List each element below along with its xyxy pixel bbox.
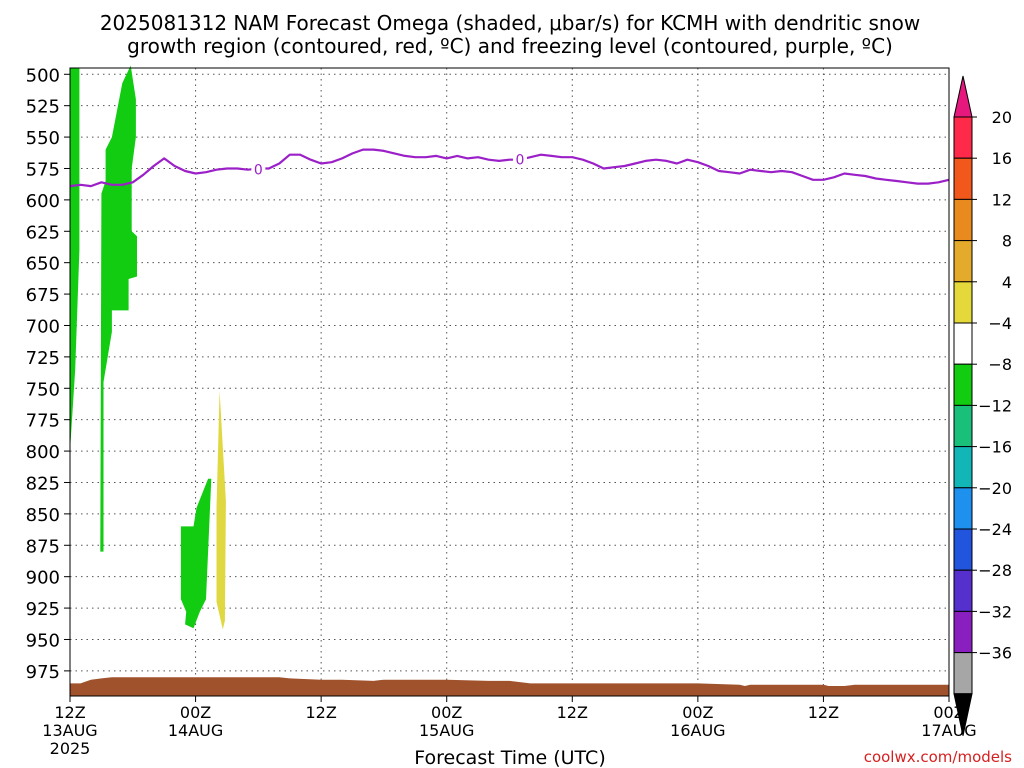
y-tick-label: 950 xyxy=(26,630,60,651)
colorbar-swatch xyxy=(953,528,973,571)
colorbar: 20 16 12 8 4 −4 −8 −12 −16 −20 −24 −28 −32 −36 xyxy=(953,75,1012,736)
omega-region-4 xyxy=(216,390,226,630)
y-axis: 500 525 550 575 600 625 650 675 700 725 750 775 800 8… xyxy=(26,65,70,683)
x-tick-label: 00Z xyxy=(180,703,211,722)
freezing-level-layer: 00 xyxy=(69,148,950,188)
colorbar-swatch xyxy=(953,446,973,489)
colorbar-label: −4 xyxy=(988,314,1012,333)
colorbar-swatch xyxy=(953,569,973,612)
y-tick-label: 575 xyxy=(26,159,60,180)
omega-region-3 xyxy=(180,478,212,629)
omega-region-1 xyxy=(70,68,80,452)
colorbar-label: −12 xyxy=(978,396,1012,415)
colorbar-label: −20 xyxy=(978,479,1012,498)
terrain-fill xyxy=(70,677,949,696)
x-tick-date-label: 14AUG xyxy=(168,721,223,740)
chart-title-line2: growth region (contoured, red, ºC) and f… xyxy=(127,34,893,58)
x-tick-label: 12Z xyxy=(808,703,839,722)
colorbar-label: −24 xyxy=(978,520,1012,539)
colorbar-swatch xyxy=(953,281,973,324)
x-tick-label: 00Z xyxy=(431,703,462,722)
y-tick-label: 875 xyxy=(26,536,60,557)
colorbar-label: −16 xyxy=(978,438,1012,457)
colorbar-label: 12 xyxy=(992,190,1012,209)
omega-shading xyxy=(70,65,226,630)
colorbar-swatch xyxy=(953,404,973,448)
y-tick-label: 700 xyxy=(26,316,60,337)
freezing-level-label: 0 xyxy=(516,153,525,169)
colorbar-label: −36 xyxy=(978,644,1012,663)
colorbar-swatch xyxy=(953,322,973,365)
freezing-level-label: 0 xyxy=(254,163,263,179)
x-tick-label: 12Z xyxy=(305,703,336,722)
y-tick-label: 975 xyxy=(26,662,60,683)
colorbar-top-arrow xyxy=(953,75,973,118)
chart-title-line1: 2025081312 NAM Forecast Omega (shaded, μ… xyxy=(100,11,920,35)
colorbar-label: 8 xyxy=(1002,232,1012,251)
colorbar-label: −28 xyxy=(978,561,1012,580)
y-tick-label: 625 xyxy=(26,222,60,243)
y-tick-label: 750 xyxy=(26,379,60,400)
colorbar-label: −32 xyxy=(978,602,1012,621)
colorbar-swatch xyxy=(953,198,973,242)
colorbar-swatch xyxy=(953,116,973,159)
y-tick-label: 800 xyxy=(26,442,60,463)
colorbar-label: 20 xyxy=(992,108,1012,127)
y-tick-label: 500 xyxy=(26,65,60,86)
terrain-layer xyxy=(70,677,949,696)
colorbar-swatch xyxy=(953,363,973,406)
y-tick-label: 525 xyxy=(26,97,60,118)
colorbar-swatch xyxy=(953,240,973,283)
x-axis-label: Forecast Time (UTC) xyxy=(414,747,605,768)
freezing-level-line xyxy=(69,148,950,188)
x-tick-year-label: 2025 xyxy=(50,739,91,758)
plot-frame xyxy=(69,67,950,697)
x-tick-date-label: 17AUG xyxy=(921,721,976,740)
freezing-level-label-bg xyxy=(251,162,266,177)
colorbar-bottom-arrow xyxy=(953,693,973,736)
x-tick-date-label: 13AUG xyxy=(42,721,97,740)
y-tick-label: 725 xyxy=(26,348,60,369)
y-tick-label: 650 xyxy=(26,254,60,275)
y-tick-label: 775 xyxy=(26,411,60,432)
colorbar-label: 16 xyxy=(992,149,1012,168)
y-tick-label: 900 xyxy=(26,568,60,589)
colorbar-swatch xyxy=(953,487,973,530)
colorbar-swatch xyxy=(953,157,973,200)
x-tick-label: 12Z xyxy=(557,703,588,722)
x-tick-label: 12Z xyxy=(54,703,85,722)
x-tick-date-label: 16AUG xyxy=(670,721,725,740)
colorbar-swatch xyxy=(953,610,973,654)
plot-area: 00 xyxy=(69,65,950,697)
x-tick-label: 00Z xyxy=(682,703,713,722)
colorbar-label: 4 xyxy=(1002,273,1012,292)
y-tick-label: 850 xyxy=(26,505,60,526)
y-tick-label: 600 xyxy=(26,191,60,212)
x-tick-date-label: 15AUG xyxy=(419,721,474,740)
freezing-level-label-bg xyxy=(512,152,527,167)
y-tick-label: 925 xyxy=(26,599,60,620)
y-tick-label: 675 xyxy=(26,285,60,306)
colorbar-swatch xyxy=(953,652,973,695)
y-tick-label: 550 xyxy=(26,128,60,149)
colorbar-label: −8 xyxy=(988,355,1012,374)
y-tick-label: 825 xyxy=(26,473,60,494)
omega-region-2 xyxy=(100,65,137,552)
credit-text: coolwx.com/models xyxy=(864,748,1012,766)
